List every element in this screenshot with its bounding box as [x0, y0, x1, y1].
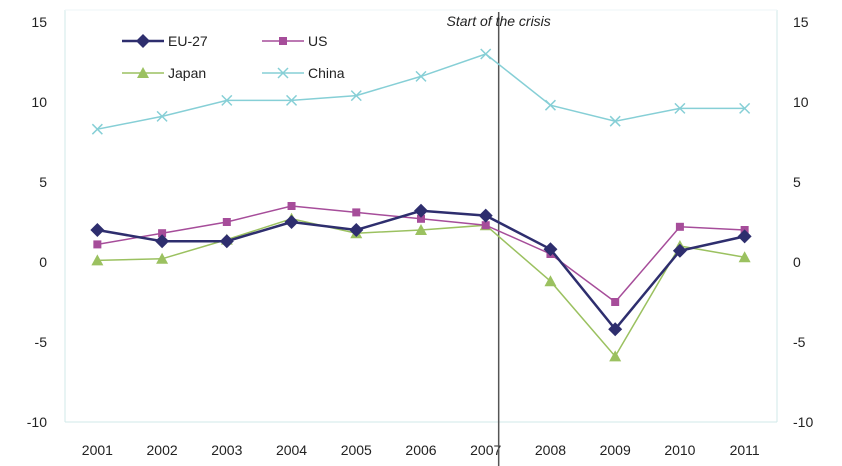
legend-marker — [279, 37, 287, 45]
data-point-eu-27 — [90, 223, 105, 237]
data-point-japan — [609, 350, 622, 362]
y-tick-label-right: 0 — [793, 254, 801, 270]
crisis-label: Start of the crisis — [447, 13, 551, 29]
y-tick-label-right: 10 — [793, 94, 809, 110]
data-point-us — [158, 229, 167, 238]
data-point-eu-27 — [608, 322, 623, 337]
data-point-us — [675, 222, 684, 231]
data-point-us — [417, 214, 425, 223]
y-tick-label-right: 15 — [793, 14, 809, 30]
data-point-china — [609, 115, 621, 127]
y-tick-label-left: -5 — [35, 334, 48, 350]
data-point-us — [481, 221, 490, 230]
data-point-us — [222, 218, 231, 226]
data-point-china — [286, 94, 298, 106]
data-point-china — [156, 110, 168, 122]
data-point-eu-27 — [478, 208, 493, 223]
y-tick-label-left: 10 — [31, 94, 47, 110]
y-tick-label-right: -10 — [793, 414, 813, 430]
x-tick-label: 2004 — [276, 442, 307, 458]
x-tick-label: 2011 — [730, 442, 760, 458]
x-tick-label: 2002 — [147, 442, 178, 458]
data-point-japan — [415, 224, 427, 235]
data-point-eu-27 — [672, 243, 687, 258]
legend-item-eu-27: EU-27 — [122, 33, 208, 49]
x-tick-label: 2009 — [600, 442, 631, 458]
series-line-japan — [97, 218, 745, 358]
data-point-china — [674, 102, 686, 114]
x-tick-label: 2001 — [82, 442, 113, 458]
data-point-eu-27 — [414, 203, 428, 218]
x-tick-labels: 2001 2002 2003 2004 2005 2006 2007 2008 2009 2010… — [82, 442, 760, 458]
legend-marker — [137, 67, 149, 78]
data-point-eu-27 — [737, 229, 752, 244]
legend-item-china: China — [262, 65, 345, 81]
y-tick-label-right: -5 — [793, 334, 806, 350]
x-tick-label: 2005 — [341, 442, 372, 458]
data-point-china — [350, 90, 362, 102]
y-tick-labels-left: -10 -5 0 5 10 15 — [27, 14, 47, 430]
data-point-eu-27 — [219, 234, 234, 249]
legend-label: Japan — [168, 65, 206, 81]
data-point-japan — [738, 251, 751, 263]
data-point-china — [415, 70, 427, 82]
y-tick-label-left: 15 — [31, 14, 47, 30]
data-point-china — [91, 123, 103, 135]
data-point-eu-27 — [349, 223, 364, 237]
data-point-china — [739, 102, 751, 114]
series-eu-27 — [90, 203, 752, 337]
x-tick-label: 2006 — [405, 442, 436, 458]
x-tick-label: 2010 — [664, 442, 695, 458]
y-tick-labels-right: -10 -5 0 5 10 15 — [793, 14, 813, 430]
series-layer — [90, 48, 752, 362]
data-point-china — [221, 94, 233, 106]
y-tick-label-left: 5 — [39, 174, 47, 190]
data-point-us — [352, 208, 361, 217]
chart-frame — [64, 9, 778, 423]
y-tick-label-left: 0 — [39, 254, 47, 270]
data-point-china — [544, 99, 556, 111]
data-point-us — [287, 202, 296, 210]
legend-marker — [277, 67, 289, 79]
data-point-us — [611, 298, 620, 306]
legend-label: EU-27 — [168, 33, 208, 49]
series-china — [91, 48, 751, 135]
y-tick-label-left: -10 — [27, 414, 47, 430]
data-point-us — [93, 240, 102, 249]
legend-label: US — [308, 33, 327, 49]
data-point-japan — [91, 254, 104, 266]
series-japan — [91, 212, 751, 362]
data-point-china — [480, 48, 492, 60]
data-point-japan — [156, 252, 169, 264]
data-point-eu-27 — [155, 234, 170, 249]
legend-marker — [136, 34, 150, 48]
legend-label: China — [308, 65, 345, 81]
legend: EU-27 US Japan China — [122, 33, 345, 81]
data-point-japan — [544, 275, 557, 287]
x-tick-label: 2007 — [470, 442, 501, 458]
crisis-annotation: Start of the crisis — [447, 12, 551, 466]
x-tick-label: 2003 — [211, 442, 242, 458]
data-point-eu-27 — [543, 242, 558, 257]
legend-item-japan: Japan — [122, 65, 206, 81]
x-tick-label: 2008 — [535, 442, 566, 458]
legend-item-us: US — [262, 33, 327, 49]
y-tick-label-right: 5 — [793, 174, 801, 190]
data-point-eu-27 — [284, 215, 299, 229]
